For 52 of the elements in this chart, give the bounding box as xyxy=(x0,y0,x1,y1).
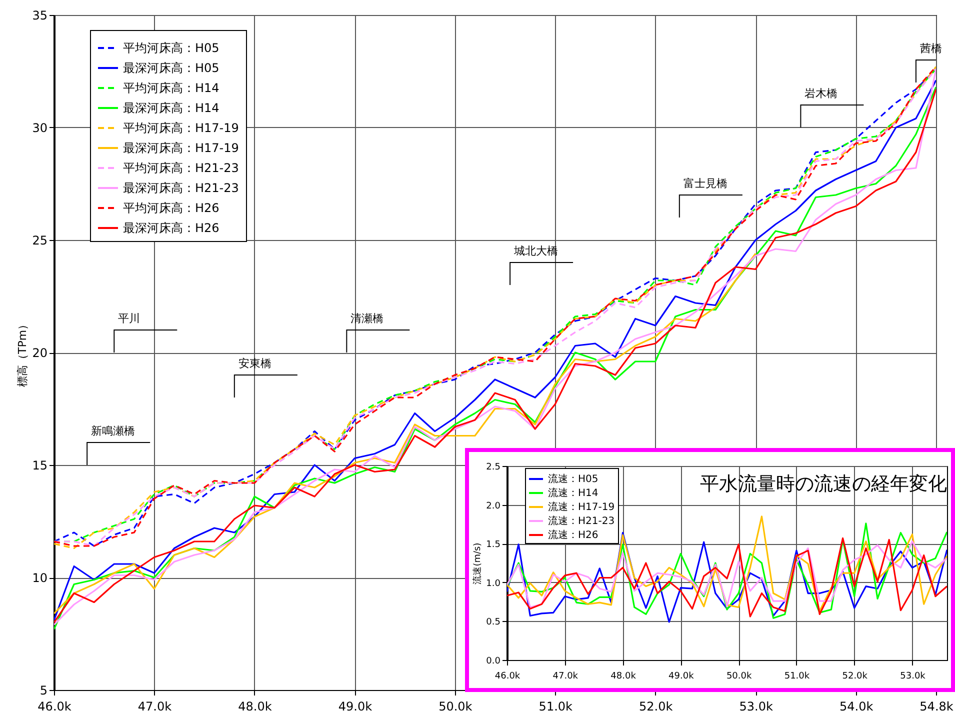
x-tick-label: 52.0k xyxy=(842,672,868,682)
x-tick-label: 51.0k xyxy=(784,672,810,682)
x-tick-label: 47.0k xyxy=(138,700,172,714)
y-tick-label: 20 xyxy=(32,346,48,360)
legend-label: 最深河床高：H17-19 xyxy=(123,141,239,155)
y-tick-label: 2.0 xyxy=(486,501,501,512)
y-tick-label: 5 xyxy=(40,684,48,698)
annotation: 富士見橋 xyxy=(683,177,728,190)
x-tick-label: 48.0k xyxy=(238,700,272,714)
x-tick-label: 52.0k xyxy=(639,700,673,714)
x-tick-label: 54.8k xyxy=(920,700,954,714)
legend-label: 平均河床高：H05 xyxy=(123,41,220,55)
x-tick-label: 46.0k xyxy=(494,672,521,682)
y-tick-label: 1.5 xyxy=(486,540,500,550)
y-tick-label: 25 xyxy=(32,234,48,248)
y-tick-label: 0.5 xyxy=(486,618,500,628)
legend-label: 流速：H17-19 xyxy=(548,501,615,513)
y-tick-label: 0.0 xyxy=(486,656,501,666)
legend-label: 流速：H14 xyxy=(548,487,598,499)
y-tick-label: 15 xyxy=(32,458,48,472)
legend-label: 流速：H05 xyxy=(548,473,598,485)
y-axis-title: 流速(m/s) xyxy=(472,542,484,584)
x-tick-label: 46.0k xyxy=(38,700,72,714)
annotation: 平川 xyxy=(118,312,140,325)
x-tick-label: 49.0k xyxy=(668,672,695,682)
y-tick-label: 10 xyxy=(32,571,48,585)
legend-label: 流速：H21-23 xyxy=(548,515,615,527)
legend-label: 流速：H26 xyxy=(548,529,598,541)
y-axis-title: 標高（TPm） xyxy=(16,318,30,388)
x-tick-label: 53.0k xyxy=(739,700,773,714)
x-tick-label: 48.0k xyxy=(610,672,637,682)
y-tick-label: 1.0 xyxy=(486,578,501,589)
legend-label: 平均河床高：H14 xyxy=(123,81,220,95)
annotation: 新鳴瀬橋 xyxy=(91,424,136,438)
y-tick-label: 35 xyxy=(32,8,48,22)
y-tick-label: 30 xyxy=(32,121,48,135)
legend-label: 平均河床高：H21-23 xyxy=(123,161,239,175)
y-tick-label: 2.5 xyxy=(486,462,500,472)
legend-label: 最深河床高：H21-23 xyxy=(123,181,239,195)
legend-label: 平均河床高：H26 xyxy=(123,201,220,215)
x-tick-label: 47.0k xyxy=(552,672,579,682)
x-tick-label: 50.0k xyxy=(726,672,752,682)
x-tick-label: 53.0k xyxy=(900,672,926,682)
legend-label: 最深河床高：H26 xyxy=(123,221,220,235)
x-tick-label: 50.0k xyxy=(438,700,472,714)
legend-label: 平均河床高：H17-19 xyxy=(123,121,239,135)
annotation: 岩木橋 xyxy=(804,87,838,100)
x-tick-label: 51.0k xyxy=(538,700,573,714)
legend-label: 最深河床高：H14 xyxy=(123,101,220,115)
x-tick-label: 54.0k xyxy=(839,700,874,714)
x-tick-label: 49.0k xyxy=(338,700,372,714)
legend-label: 最深河床高：H05 xyxy=(123,61,220,75)
